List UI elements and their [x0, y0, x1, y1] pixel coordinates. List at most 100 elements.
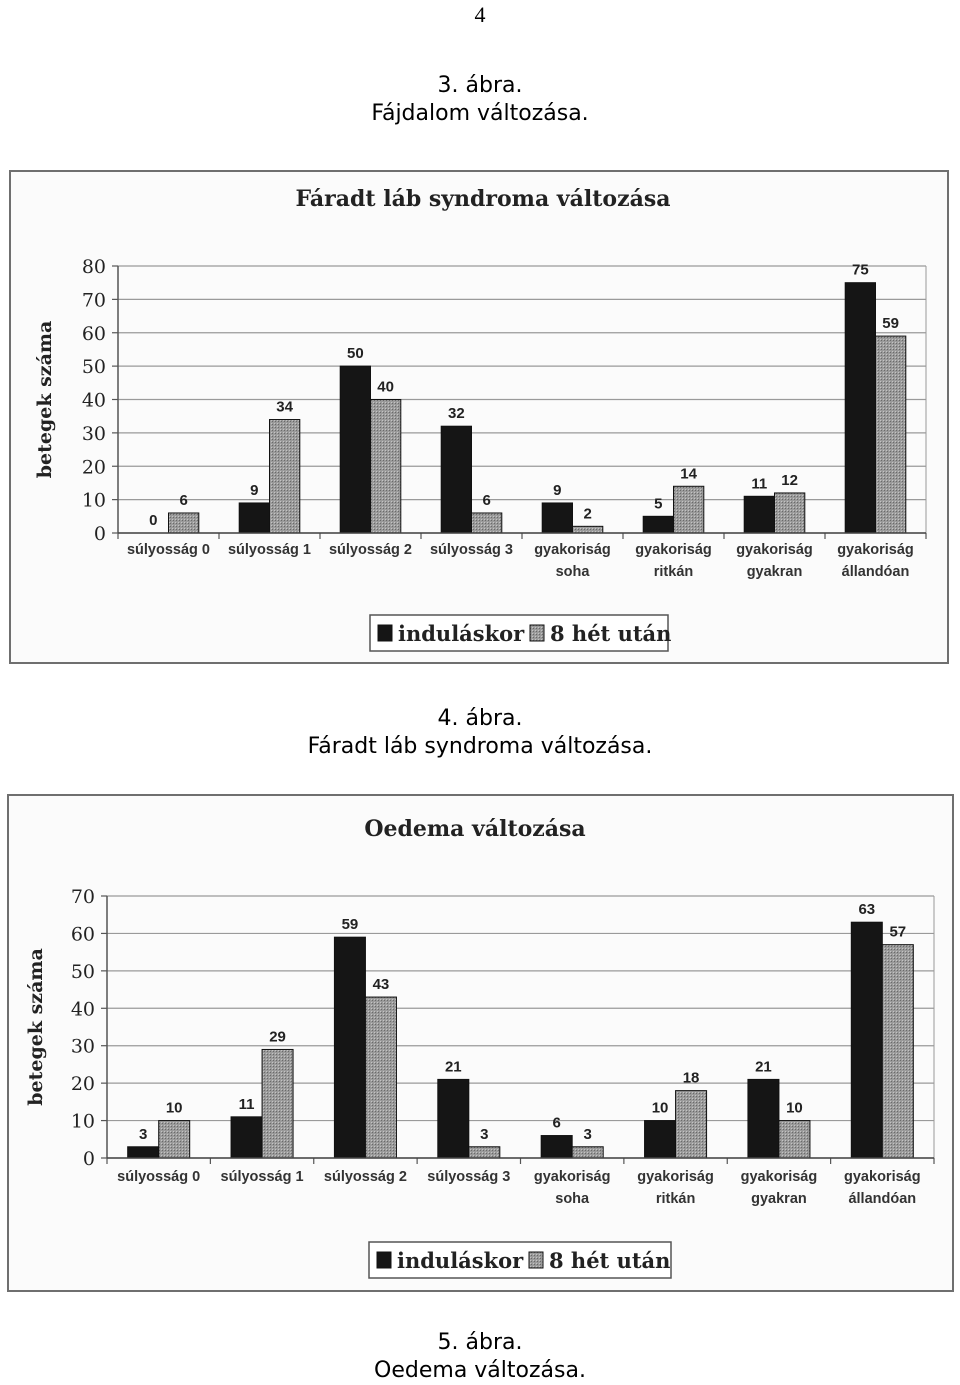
data-label: 43 [373, 976, 390, 993]
chart-oedema-svg: Oedema változása betegek száma 0 10 20 30 40 50… [25, 816, 935, 1279]
bar-induláskor [747, 1078, 780, 1159]
data-label: 32 [448, 405, 465, 422]
data-label: 14 [680, 465, 697, 482]
data-label: 59 [342, 916, 359, 933]
legend-swatch-8-het-utan [528, 1251, 544, 1269]
legend-swatch-induláskor [376, 1251, 392, 1269]
data-label: 11 [239, 1096, 255, 1113]
legend-label-8-het-utan: 8 hét után [549, 1248, 670, 1273]
data-label: 2 [583, 505, 591, 522]
figure-3-caption: 3. ábra. Fájdalom változása. [0, 72, 960, 128]
bar-8-het-utan [468, 1146, 501, 1159]
page-number: 4 [474, 2, 486, 27]
chart-title: Fáradt láb syndroma változása [296, 186, 671, 212]
data-label: 6 [482, 492, 490, 509]
category-label: gyakoriság [637, 1169, 714, 1185]
data-label: 9 [250, 482, 258, 499]
legend-label-8-het-utan: 8 hét után [550, 621, 671, 646]
data-label: 75 [852, 262, 869, 279]
data-label: 3 [584, 1126, 592, 1143]
figure-3-caption-title: Fájdalom változása. [371, 101, 589, 126]
chart-title: Oedema változása [364, 816, 585, 842]
figure-5-caption-title: Oedema változása. [374, 1358, 586, 1383]
bar-induláskor [437, 1078, 470, 1159]
bar-induláskor [127, 1146, 160, 1159]
category-label: állandóan [848, 1191, 916, 1207]
y-axis-label: betegek száma [34, 321, 56, 479]
bar-8-het-utan [261, 1048, 294, 1159]
category-label: súlyosság 1 [228, 542, 311, 558]
category-label: gyakran [751, 1191, 807, 1207]
figure-5-caption-number: 5. ábra. [437, 1330, 523, 1355]
bar-induláskor [333, 936, 366, 1159]
y-tick-label: 60 [82, 323, 106, 345]
y-tick-label: 60 [71, 923, 95, 945]
legend-label-induláskor: induláskor [397, 1248, 524, 1273]
data-label: 12 [781, 472, 798, 489]
data-label: 50 [347, 345, 364, 362]
data-label: 29 [269, 1028, 286, 1045]
bar-induláskor [339, 365, 372, 534]
bar-8-het-utan [158, 1120, 191, 1159]
category-label: állandóan [842, 564, 910, 580]
category-label: gyakoriság [736, 542, 813, 558]
bar-8-het-utan [269, 419, 301, 534]
bar-8-het-utan [778, 1120, 811, 1159]
figure-3-caption-number: 3. ábra. [437, 73, 523, 98]
bar-8-het-utan [471, 512, 503, 534]
data-label: 18 [683, 1070, 700, 1087]
y-tick-label: 70 [71, 886, 95, 908]
y-tick-label: 20 [71, 1073, 95, 1095]
y-axis-label: betegek száma [25, 948, 47, 1106]
legend-swatch-8-het-utan [529, 624, 545, 642]
data-label: 0 [149, 512, 157, 529]
bar-induláskor [238, 502, 270, 534]
y-tick-label: 0 [83, 1148, 95, 1170]
category-label: ritkán [654, 564, 694, 580]
category-label: soha [556, 564, 591, 580]
bar-8-het-utan [774, 492, 806, 534]
legend-label-induláskor: induláskor [398, 621, 525, 646]
category-label: gyakoriság [837, 542, 914, 558]
bar-8-het-utan [572, 525, 604, 534]
data-label: 21 [755, 1058, 772, 1075]
data-label: 6 [179, 492, 187, 509]
y-tick-label: 30 [82, 423, 106, 445]
category-label: gyakoriság [844, 1169, 921, 1185]
y-tick-label: 0 [94, 523, 106, 545]
bar-induláskor [844, 282, 877, 534]
legend-box [369, 614, 669, 652]
bar-induláskor [541, 502, 574, 534]
category-label: gyakoriság [741, 1169, 818, 1185]
bar-8-het-utan [364, 996, 397, 1159]
category-label: súlyosság 1 [221, 1169, 304, 1185]
data-label: 40 [377, 379, 394, 396]
figure-4-caption: 4. ábra. Fáradt láb syndroma változása. [0, 705, 960, 761]
category-label: súlyosság 3 [430, 542, 513, 558]
bar-8-het-utan [571, 1146, 604, 1159]
bar-induláskor [540, 1135, 573, 1159]
y-tick-label: 50 [82, 356, 106, 378]
category-label: gyakran [747, 564, 803, 580]
figure-4-caption-number: 4. ábra. [437, 706, 523, 731]
bar-8-het-utan [673, 485, 705, 534]
legend-box [368, 1241, 672, 1279]
data-label: 6 [553, 1115, 561, 1132]
legend-swatch-induláskor [377, 624, 393, 642]
bar-8-het-utan [875, 335, 907, 534]
chart-faradt-lab: Fáradt láb syndroma változása betegek szá… [9, 170, 949, 664]
category-label: gyakoriság [534, 1169, 611, 1185]
data-label: 21 [445, 1058, 462, 1075]
data-label: 57 [889, 924, 906, 941]
figure-5-caption: 5. ábra. Oedema változása. [0, 1329, 960, 1385]
data-label: 9 [553, 482, 561, 499]
y-tick-label: 40 [71, 998, 95, 1020]
category-label: gyakoriság [534, 542, 611, 558]
chart-oedema: Oedema változása betegek száma 0 10 20 30 40 50… [7, 794, 954, 1292]
category-label: súlyosság 2 [329, 542, 412, 558]
category-label: gyakoriság [635, 542, 712, 558]
data-label: 34 [276, 399, 293, 416]
data-label: 3 [139, 1126, 147, 1143]
chart-faradt-lab-svg: Fáradt láb syndroma változása betegek szá… [34, 186, 927, 652]
bar-induláskor [440, 425, 473, 534]
